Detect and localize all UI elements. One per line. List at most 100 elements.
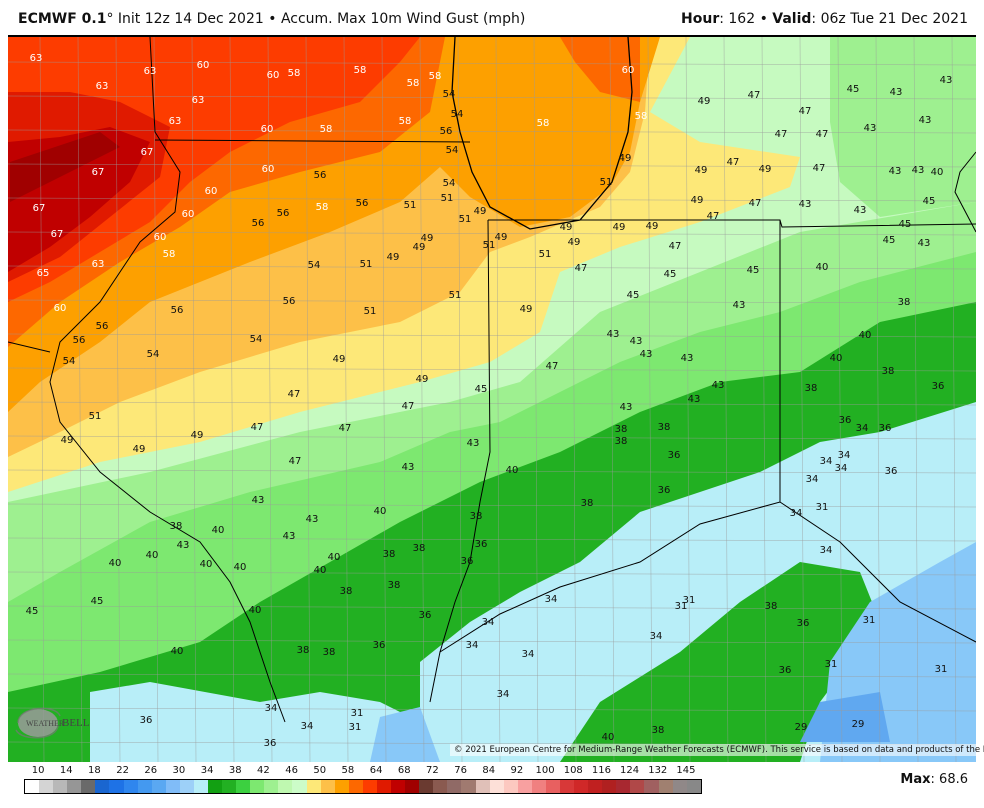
- gust-value-label: 38: [170, 521, 183, 532]
- gust-value-label: 56: [171, 305, 184, 316]
- contour-29: [800, 692, 890, 742]
- county-line: [875, 37, 881, 762]
- contour-38-se: [560, 562, 880, 762]
- lake-erie-shore: [954, 151, 976, 233]
- gust-value-label: 40: [931, 167, 944, 178]
- color-scale-tick: 132: [648, 765, 668, 776]
- gust-value-label: 40: [249, 605, 262, 616]
- gust-value-label: 40: [830, 353, 843, 364]
- gust-value-label: 43: [890, 87, 903, 98]
- gust-value-label: 36: [932, 381, 945, 392]
- gust-value-label: 34: [482, 617, 495, 628]
- color-swatch: [376, 780, 392, 793]
- county-line: [8, 163, 976, 168]
- hour-label: Hour: [681, 11, 720, 27]
- gust-value-label: 40: [859, 330, 872, 341]
- gust-value-label: 43: [630, 336, 643, 347]
- color-swatch: [644, 780, 659, 793]
- gust-value-label: 49: [191, 430, 204, 441]
- gust-value-label: 31: [675, 601, 688, 612]
- gust-value-label: 47: [799, 106, 812, 117]
- color-scale-tick: 50: [313, 765, 327, 776]
- gust-value-label: 49: [759, 164, 772, 175]
- color-swatch: [278, 780, 293, 793]
- gust-value-label: 45: [899, 219, 912, 230]
- color-swatch: [320, 780, 335, 793]
- gust-value-label: 51: [404, 200, 417, 211]
- model-name: ECMWF 0.1: [18, 11, 107, 27]
- gust-value-label: 38: [658, 422, 671, 433]
- gust-value-label: 34: [522, 649, 535, 660]
- gust-value-label: 34: [650, 631, 663, 642]
- state-border-ia-mo: [8, 341, 51, 353]
- county-line: [799, 37, 805, 762]
- gust-value-label: 36: [879, 423, 892, 434]
- attribution: © 2021 European Centre for Medium-Range …: [450, 744, 984, 756]
- color-swatch: [250, 780, 265, 793]
- gust-value-label: 43: [283, 531, 296, 542]
- max-value: Max: 68.6: [900, 772, 968, 787]
- color-swatch: [658, 780, 673, 793]
- gust-value-label: 47: [813, 163, 826, 174]
- color-scale-tick: 18: [88, 765, 101, 776]
- county-line: [8, 435, 976, 440]
- gust-value-label: 38: [297, 645, 310, 656]
- gust-value-label: 40: [171, 646, 184, 657]
- county-line: [8, 571, 976, 576]
- gust-value-label: 47: [749, 198, 762, 209]
- gust-value-label: 40: [146, 550, 159, 561]
- gust-value-label: 40: [816, 262, 829, 273]
- gust-value-label: 60: [267, 70, 280, 81]
- color-swatch: [531, 780, 546, 793]
- gust-value-label: 45: [923, 196, 936, 207]
- county-line: [951, 37, 957, 762]
- color-scale-tick: 42: [257, 765, 270, 776]
- color-swatch: [419, 780, 434, 793]
- county-line: [305, 37, 311, 762]
- gust-value-label: 49: [560, 222, 573, 233]
- county-line: [647, 37, 653, 762]
- color-scale-tick: 100: [535, 765, 555, 776]
- color-swatch: [25, 780, 40, 793]
- color-scale-tick: 145: [676, 765, 696, 776]
- county-line: [8, 265, 976, 270]
- gust-value-label: 38: [898, 297, 911, 308]
- color-scale-tick: 68: [397, 765, 411, 776]
- gust-value-label: 60: [197, 60, 210, 71]
- gust-value-label: 38: [765, 601, 778, 612]
- gust-value-label: 60: [205, 186, 218, 197]
- gust-value-label: 31: [863, 615, 876, 626]
- gust-value-label: 63: [92, 259, 105, 270]
- color-scale-tick: 72: [426, 765, 439, 776]
- gust-value-label: 38: [388, 580, 401, 591]
- county-line: [8, 333, 976, 338]
- gust-value-label: 60: [261, 124, 274, 135]
- valid-label: Valid: [772, 11, 812, 27]
- gust-value-label: 49: [133, 444, 146, 455]
- county-line: [8, 367, 976, 372]
- gust-value-label: 56: [356, 198, 369, 209]
- gust-value-label: 29: [852, 719, 865, 730]
- color-scale-tick: 124: [620, 765, 640, 776]
- contour-60-lake: [560, 37, 640, 102]
- gust-value-label: 38: [413, 543, 426, 554]
- gust-value-label: 40: [602, 732, 615, 743]
- valid-value: : 06z Tue 21 Dec 2021: [811, 11, 968, 27]
- county-line: [115, 37, 121, 762]
- color-swatch: [574, 780, 589, 793]
- max-number: : 68.6: [930, 772, 968, 787]
- gust-value-label: 60: [182, 209, 195, 220]
- color-swatch: [123, 780, 138, 793]
- gust-value-label: 54: [443, 89, 456, 100]
- gust-value-label: 47: [546, 361, 559, 372]
- gust-value-label: 63: [169, 116, 182, 127]
- gust-value-label: 56: [440, 126, 453, 137]
- gust-value-label: 34: [835, 463, 848, 474]
- color-swatch: [95, 780, 110, 793]
- gust-value-label: 34: [497, 689, 510, 700]
- gust-value-label: 54: [451, 109, 464, 120]
- gust-value-label: 45: [747, 265, 760, 276]
- svg-text:WEATHER: WEATHER: [26, 719, 65, 728]
- color-swatch: [489, 780, 504, 793]
- gust-value-label: 31: [816, 502, 829, 513]
